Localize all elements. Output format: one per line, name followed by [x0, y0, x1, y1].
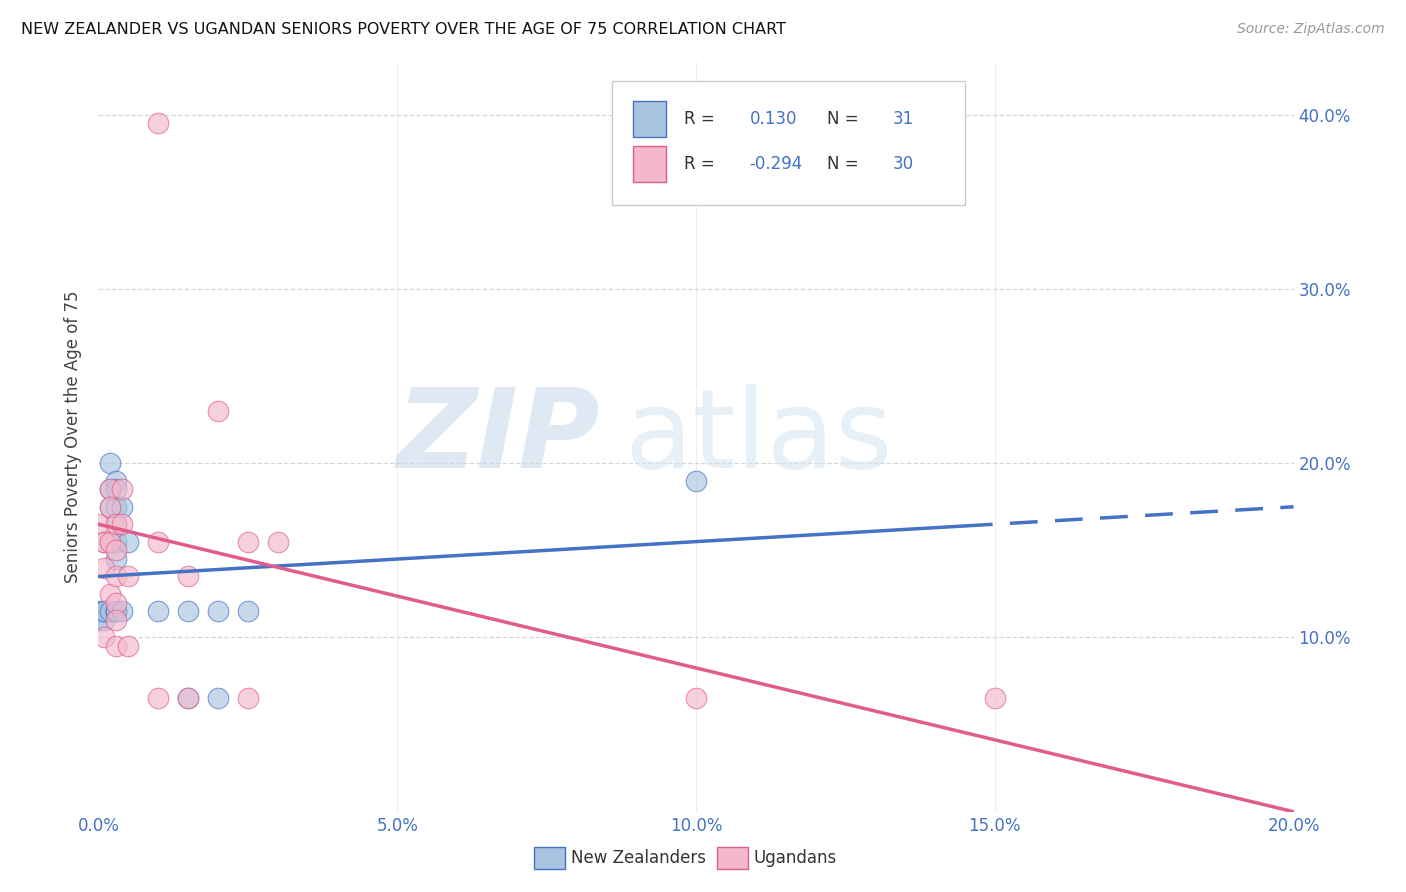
FancyBboxPatch shape: [633, 145, 666, 182]
Point: [685, 474, 707, 488]
Point: [87, 604, 110, 618]
Point: [93, 604, 115, 618]
Point: [148, 116, 170, 130]
Text: New Zealanders: New Zealanders: [571, 849, 706, 867]
Point: [207, 404, 229, 418]
Text: N =: N =: [827, 154, 859, 172]
Point: [236, 691, 259, 706]
Point: [93, 561, 115, 575]
Point: [93, 631, 115, 645]
Point: [177, 691, 200, 706]
Point: [105, 534, 128, 549]
Text: -0.294: -0.294: [749, 154, 803, 172]
Point: [236, 534, 259, 549]
Point: [105, 604, 128, 618]
FancyBboxPatch shape: [633, 101, 666, 136]
Point: [984, 691, 1007, 706]
Point: [98, 604, 122, 618]
Point: [207, 691, 229, 706]
Point: [93, 534, 115, 549]
Point: [117, 569, 139, 583]
Y-axis label: Seniors Poverty Over the Age of 75: Seniors Poverty Over the Age of 75: [65, 291, 83, 583]
Point: [111, 517, 134, 532]
Point: [105, 604, 128, 618]
Text: R =: R =: [685, 110, 714, 128]
Point: [105, 500, 128, 514]
Point: [87, 613, 110, 627]
Point: [105, 604, 128, 618]
Point: [111, 483, 134, 497]
Point: [117, 534, 139, 549]
Point: [105, 552, 128, 566]
Point: [98, 500, 122, 514]
Text: Source: ZipAtlas.com: Source: ZipAtlas.com: [1237, 22, 1385, 37]
Point: [105, 517, 128, 532]
Text: NEW ZEALANDER VS UGANDAN SENIORS POVERTY OVER THE AGE OF 75 CORRELATION CHART: NEW ZEALANDER VS UGANDAN SENIORS POVERTY…: [21, 22, 786, 37]
Point: [93, 604, 115, 618]
Point: [93, 604, 115, 618]
Point: [148, 604, 170, 618]
Point: [98, 483, 122, 497]
Point: [93, 604, 115, 618]
Text: 31: 31: [893, 110, 914, 128]
Point: [98, 587, 122, 601]
Point: [105, 596, 128, 610]
Point: [177, 604, 200, 618]
FancyBboxPatch shape: [613, 81, 965, 205]
Point: [111, 604, 134, 618]
Point: [93, 534, 115, 549]
Point: [177, 691, 200, 706]
Point: [117, 639, 139, 653]
Text: R =: R =: [685, 154, 714, 172]
Text: Ugandans: Ugandans: [754, 849, 837, 867]
Point: [105, 543, 128, 558]
Text: N =: N =: [827, 110, 859, 128]
Point: [105, 613, 128, 627]
Point: [93, 613, 115, 627]
Point: [105, 517, 128, 532]
Point: [111, 500, 134, 514]
Text: 30: 30: [893, 154, 914, 172]
Point: [105, 474, 128, 488]
Point: [148, 534, 170, 549]
Point: [105, 569, 128, 583]
Point: [98, 456, 122, 470]
Point: [236, 604, 259, 618]
Point: [105, 483, 128, 497]
Point: [98, 534, 122, 549]
Text: ZIP: ZIP: [396, 384, 600, 491]
Point: [105, 639, 128, 653]
Point: [98, 483, 122, 497]
Point: [267, 534, 290, 549]
Point: [685, 691, 707, 706]
Point: [87, 517, 110, 532]
Point: [98, 500, 122, 514]
Text: 0.130: 0.130: [749, 110, 797, 128]
Point: [177, 569, 200, 583]
Point: [98, 534, 122, 549]
Text: atlas: atlas: [624, 384, 893, 491]
Point: [148, 691, 170, 706]
Point: [207, 604, 229, 618]
